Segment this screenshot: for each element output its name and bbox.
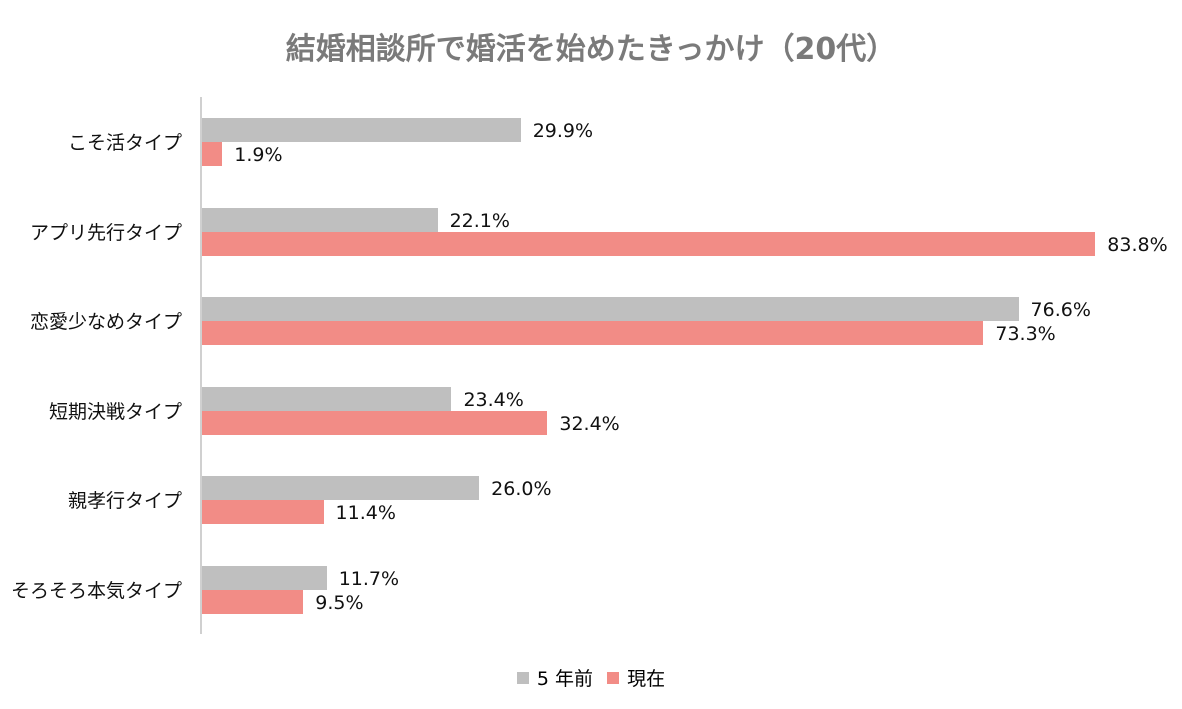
category-label: こそ活タイプ [67, 132, 182, 154]
legend-label-now: 現在 [627, 668, 666, 690]
bar-prev[interactable] [202, 207, 438, 232]
bar-prev[interactable] [202, 566, 327, 590]
bar-now[interactable] [202, 410, 548, 435]
bar-now[interactable] [202, 142, 223, 166]
category-label: アプリ先行タイプ [29, 221, 182, 244]
y-axis-line [200, 97, 202, 634]
bar-prev[interactable] [202, 118, 521, 142]
legend-swatch-now [607, 671, 620, 684]
category-label: そろそろ本気タイプ [10, 580, 182, 602]
data-label: 26.0% [491, 478, 552, 501]
data-label: 76.6% [1030, 299, 1091, 322]
category-label: 恋愛少なめタイプ [29, 311, 182, 334]
data-label: 29.9% [532, 120, 594, 142]
bar-now[interactable] [202, 500, 324, 525]
legend-swatch-prev [516, 671, 529, 684]
data-label: 11.4% [335, 502, 396, 525]
data-label: 73.3% [995, 323, 1056, 346]
data-label: 83.8% [1107, 233, 1168, 256]
legend: 5 年前 現在 [0, 664, 1182, 691]
legend-item-now[interactable]: 現在 [607, 664, 665, 691]
legend-label-prev: 5 年前 [536, 668, 594, 690]
category-label: 短期決戦タイプ [48, 400, 182, 423]
data-label: 11.7% [338, 568, 400, 590]
bar-prev[interactable] [202, 476, 480, 501]
bar-now[interactable] [202, 231, 1096, 256]
category-label: 親孝行タイプ [67, 490, 182, 513]
bar-now[interactable] [202, 321, 984, 346]
bar-now[interactable] [202, 590, 304, 614]
data-label: 1.9% [234, 144, 283, 166]
bar-prev[interactable] [202, 386, 452, 411]
bar-prev[interactable] [202, 297, 1019, 322]
data-label: 22.1% [449, 209, 510, 232]
chart-title: 結婚相談所で婚活を始めたきっかけ（20代） [285, 32, 897, 67]
legend-item-prev[interactable]: 5 年前 [516, 664, 594, 691]
data-label: 32.4% [559, 412, 620, 435]
data-label: 23.4% [463, 388, 524, 411]
data-label: 9.5% [315, 592, 364, 614]
